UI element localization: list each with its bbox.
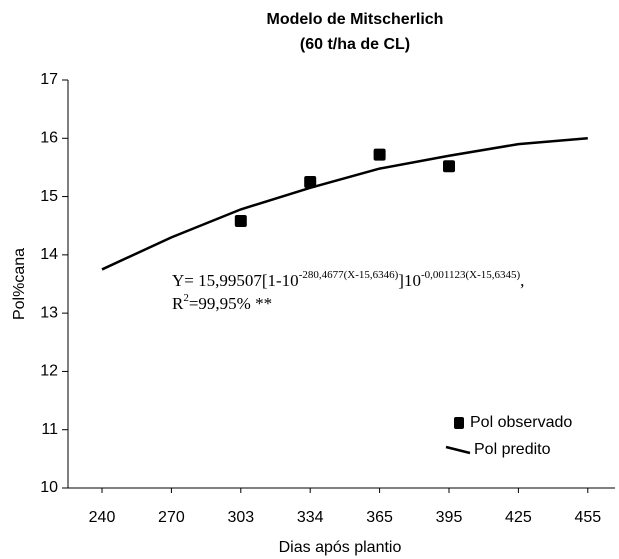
- observed-marker: [304, 176, 317, 188]
- x-tick-label: 425: [505, 509, 532, 526]
- r2-exponent: 2: [183, 292, 189, 304]
- x-axis-label: Dias após plantio: [279, 539, 402, 556]
- r-squared: R2=99,95% **: [172, 292, 272, 313]
- x-tick-label: 270: [158, 509, 185, 526]
- predicted-line: [101, 137, 588, 271]
- observed-marker: [234, 215, 247, 228]
- x-tick-label: 395: [436, 509, 463, 526]
- y-tick-label: 13: [40, 304, 58, 321]
- y-tick-label: 15: [40, 188, 58, 205]
- y-tick-label: 14: [40, 246, 58, 263]
- x-tick-label: 334: [297, 509, 324, 526]
- eq-part: Y= 15,99507[1-10: [172, 271, 299, 290]
- legend-label: Pol predito: [474, 441, 551, 458]
- x-tick-label: 365: [366, 509, 393, 526]
- y-tick-label: 11: [41, 421, 58, 438]
- y-axis-label: Pol%cana: [11, 248, 28, 320]
- r2-part: R: [172, 294, 184, 313]
- y-tick-label: 10: [40, 479, 58, 496]
- eq-exponent: -0,001123(X-15,6345): [421, 269, 521, 281]
- y-tick-label: 16: [40, 130, 58, 147]
- x-tick-label: 240: [89, 509, 116, 526]
- eq-part: ,: [520, 271, 524, 290]
- r2-part: =99,95% **: [189, 294, 272, 313]
- chart-subtitle: (60 t/ha de CL): [300, 36, 410, 53]
- observed-marker: [373, 148, 386, 161]
- eq-exponent: -280,4677(X-15,6346): [299, 269, 399, 281]
- y-tick-label: 12: [40, 363, 58, 380]
- legend-line: [445, 445, 471, 455]
- chart-title: Modelo de Mitscherlich: [267, 11, 444, 28]
- y-tick-label: 17: [40, 71, 58, 88]
- equation: Y= 15,99507[1-10-280,4677(X-15,6346)]10-…: [172, 269, 524, 290]
- legend-label: Pol observado: [470, 414, 572, 431]
- observed-marker: [443, 160, 455, 173]
- eq-part: ]10: [398, 271, 421, 290]
- legend-marker: [454, 417, 464, 429]
- x-tick-label: 303: [227, 509, 254, 526]
- x-tick-label: 455: [574, 509, 601, 526]
